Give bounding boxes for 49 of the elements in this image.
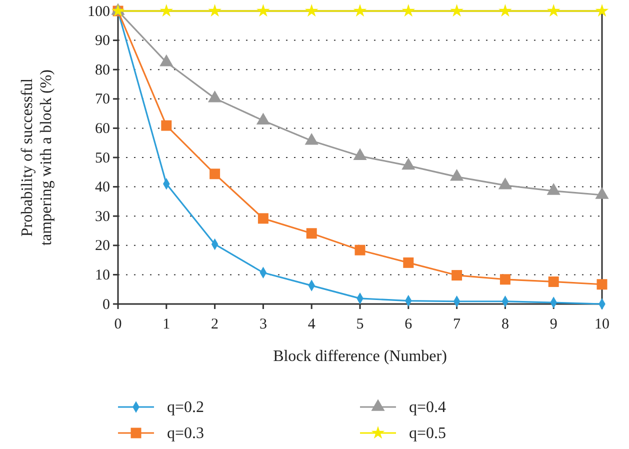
x-tick-label: 8 [501,316,509,332]
y-tick-label: 50 [95,150,110,166]
legend-label: q=0.5 [409,425,446,442]
x-tick-label: 4 [308,316,316,332]
x-axis-title: Block difference (Number) [273,348,447,365]
point [256,4,270,17]
point [500,274,510,285]
point [160,4,174,17]
y-tick-label: 40 [95,180,110,196]
point [596,279,608,290]
legend-label: q=0.4 [409,399,446,416]
legend-label: q=0.2 [167,399,204,416]
point [208,4,222,17]
y-tick-label: 100 [88,4,110,20]
point [304,4,318,17]
point [210,168,220,180]
point [353,4,367,17]
point [354,244,366,256]
x-tick-label: 9 [550,316,558,332]
legend-label: q=0.3 [167,425,204,442]
point [306,228,317,239]
point [546,4,560,17]
x-tick-label: 2 [211,316,219,332]
point [548,276,559,287]
y-tick-label: 10 [95,268,110,284]
y-tick-label: 20 [95,238,110,254]
x-tick-label: 5 [356,316,364,332]
x-tick-label: 1 [162,316,170,332]
y-tick-label: 30 [95,208,110,225]
y-tick-label: 70 [95,92,110,108]
point [403,257,414,268]
point [402,4,416,17]
point [450,4,464,17]
x-tick-label: 0 [114,316,122,332]
x-tick-label: 6 [404,316,413,332]
point [256,112,270,125]
point [258,213,268,224]
y-tick-label: 90 [95,33,110,50]
y-axis-title: Probability of successful tampering with a block (%) [19,70,56,246]
y-tick-label: 80 [95,62,110,78]
point [595,4,609,17]
x-tick-label: 7 [453,316,462,332]
x-tick-label: 10 [594,316,610,332]
y-tick-label: 60 [95,121,110,137]
point [161,120,172,131]
x-tick-label: 3 [259,316,267,332]
point [498,4,512,17]
y-tick-label: 0 [102,296,110,313]
point [452,270,462,281]
